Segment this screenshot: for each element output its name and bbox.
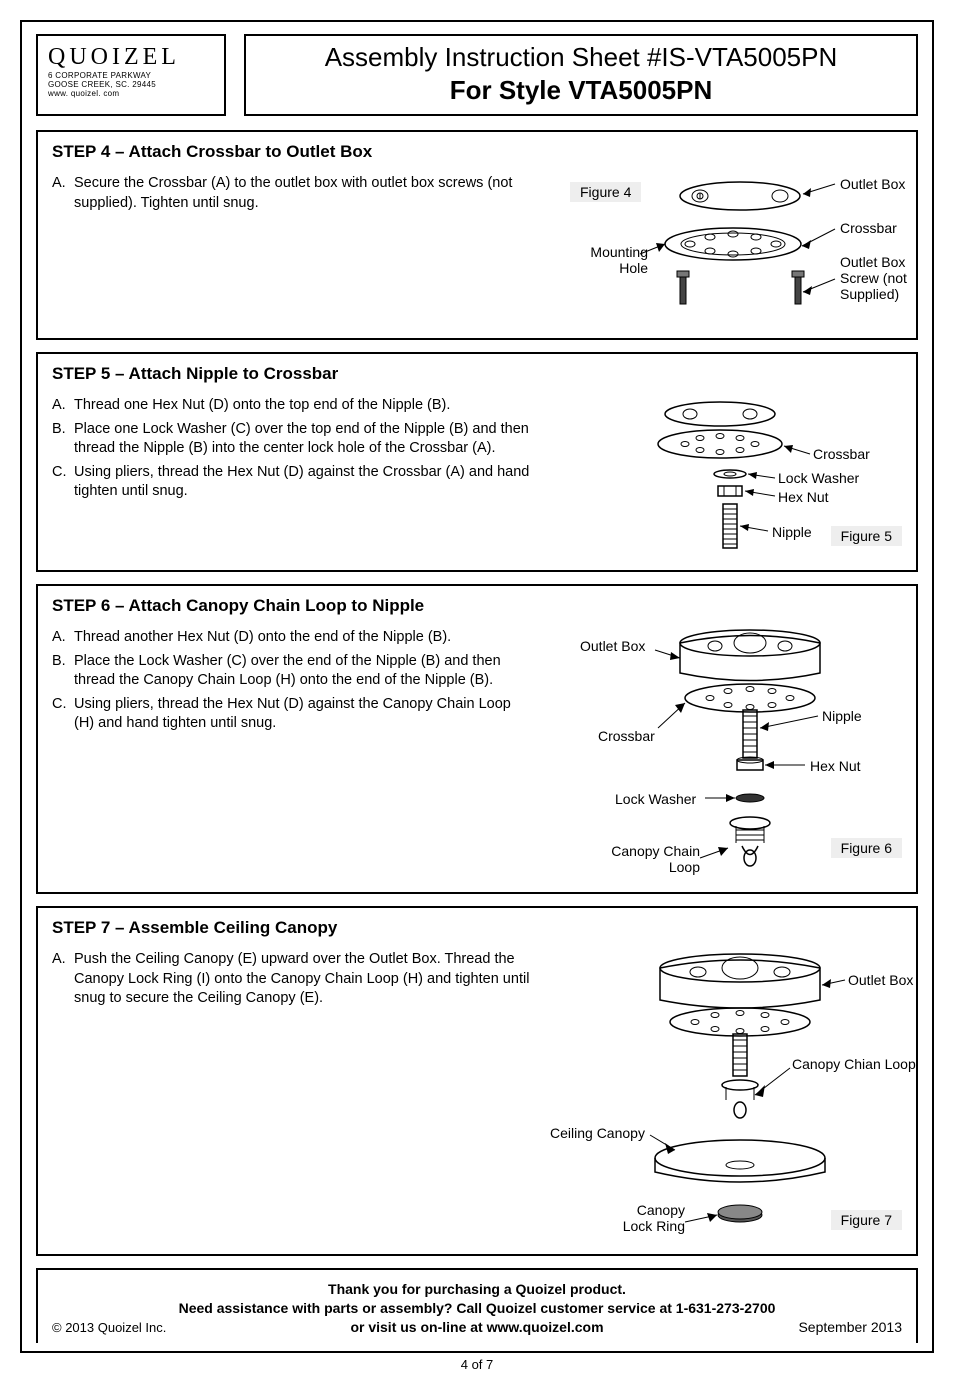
title-line2: For Style VTA5005PN [256,75,906,106]
header-row: QUOIZEL 6 CORPORATE PARKWAY GOOSE CREEK,… [36,34,918,116]
step6-c-text: Using pliers, thread the Hex Nut (D) aga… [74,695,532,734]
step4-box: STEP 4 – Attach Crossbar to Outlet Box A… [36,130,918,340]
step7-a-letter: A. [52,950,74,1009]
step7-callout-chainloop: Canopy Chian Loop [792,1056,916,1072]
step4-callout-screw: Outlet Box Screw (not Supplied) [840,254,930,302]
title-line1: Assembly Instruction Sheet #IS-VTA5005PN [256,42,906,73]
step5-a-letter: A. [52,396,74,416]
step4-figure: Figure 4 [550,174,902,324]
step4-text: A.Secure the Crossbar (A) to the outlet … [52,174,532,324]
brand-addr3: www. quoizel. com [48,89,214,98]
step6-a-text: Thread another Hex Nut (D) onto the end … [74,628,451,648]
step6-title: STEP 6 – Attach Canopy Chain Loop to Nip… [52,596,902,616]
step6-box: STEP 6 – Attach Canopy Chain Loop to Nip… [36,584,918,894]
step5-callout-crossbar: Crossbar [813,446,870,462]
step6-text: A.Thread another Hex Nut (D) onto the en… [52,628,532,878]
brand-name: QUOIZEL [48,44,214,71]
step4-a-letter: A. [52,174,74,213]
step6-a-letter: A. [52,628,74,648]
step4-callout-outletbox: Outlet Box [840,176,905,192]
step5-a-text: Thread one Hex Nut (D) onto the top end … [74,396,450,416]
footer-line2: Need assistance with parts or assembly? … [52,1299,902,1318]
brand-addr1: 6 CORPORATE PARKWAY [48,71,214,80]
step5-c-letter: C. [52,463,74,502]
page-border: QUOIZEL 6 CORPORATE PARKWAY GOOSE CREEK,… [20,20,934,1353]
footer-left-text: 2013 Quoizel Inc. [65,1320,166,1335]
footer-box: Thank you for purchasing a Quoizel produ… [36,1268,918,1343]
step5-b-letter: B. [52,420,74,459]
step7-text: A.Push the Ceiling Canopy (E) upward ove… [52,950,532,1240]
step6-callout-chainloop: Canopy Chain Loop [610,843,700,875]
step7-a-text: Push the Ceiling Canopy (E) upward over … [74,950,532,1009]
step5-callout-nipple: Nipple [772,524,812,540]
step4-callout-mountinghole: Mounting Hole [578,244,648,276]
step6-callout-outletbox: Outlet Box [580,638,645,654]
step5-box: STEP 5 – Attach Nipple to Crossbar A.Thr… [36,352,918,572]
step4-title: STEP 4 – Attach Crossbar to Outlet Box [52,142,902,162]
step7-callout-outletbox: Outlet Box [848,972,913,988]
brand-addr2: GOOSE CREEK, SC. 29445 [48,80,214,89]
step7-callout-canopy: Ceiling Canopy [550,1125,645,1141]
step6-figure: Figure 6 [550,628,902,878]
step7-box: STEP 7 – Assemble Ceiling Canopy A.Push … [36,906,918,1256]
step6-b-text: Place the Lock Washer (C) over the end o… [74,652,532,691]
step6-callout-crossbar: Crossbar [598,728,655,744]
step6-b-letter: B. [52,652,74,691]
title-box: Assembly Instruction Sheet #IS-VTA5005PN… [244,34,918,116]
footer-copyright: © 2013 Quoizel Inc. [52,1320,166,1335]
step5-callout-lockwasher: Lock Washer [778,470,859,486]
step5-figure: Figure 5 [550,396,902,556]
step5-callout-hexnut: Hex Nut [778,489,829,505]
step5-b-text: Place one Lock Washer (C) over the top e… [74,420,532,459]
footer-line1: Thank you for purchasing a Quoizel produ… [52,1280,902,1299]
step6-callout-nipple: Nipple [822,708,862,724]
step7-callout-lockring: Canopy Lock Ring [610,1202,685,1234]
step6-callout-lockwasher: Lock Washer [615,791,696,807]
footer-date: September 2013 [798,1319,902,1335]
step5-c-text: Using pliers, thread the Hex Nut (D) aga… [74,463,532,502]
step7-figure: Figure 7 [550,950,902,1240]
step5-text: A.Thread one Hex Nut (D) onto the top en… [52,396,532,556]
step4-a-text: Secure the Crossbar (A) to the outlet bo… [74,174,532,213]
logo-box: QUOIZEL 6 CORPORATE PARKWAY GOOSE CREEK,… [36,34,226,116]
step5-title: STEP 5 – Attach Nipple to Crossbar [52,364,902,384]
step7-title: STEP 7 – Assemble Ceiling Canopy [52,918,902,938]
footer-line3: or visit us on-line at www.quoizel.com [52,1318,902,1337]
step4-callout-crossbar: Crossbar [840,220,897,236]
step6-c-letter: C. [52,695,74,734]
step6-callout-hexnut: Hex Nut [810,758,861,774]
page-number: 4 of 7 [20,1357,934,1372]
